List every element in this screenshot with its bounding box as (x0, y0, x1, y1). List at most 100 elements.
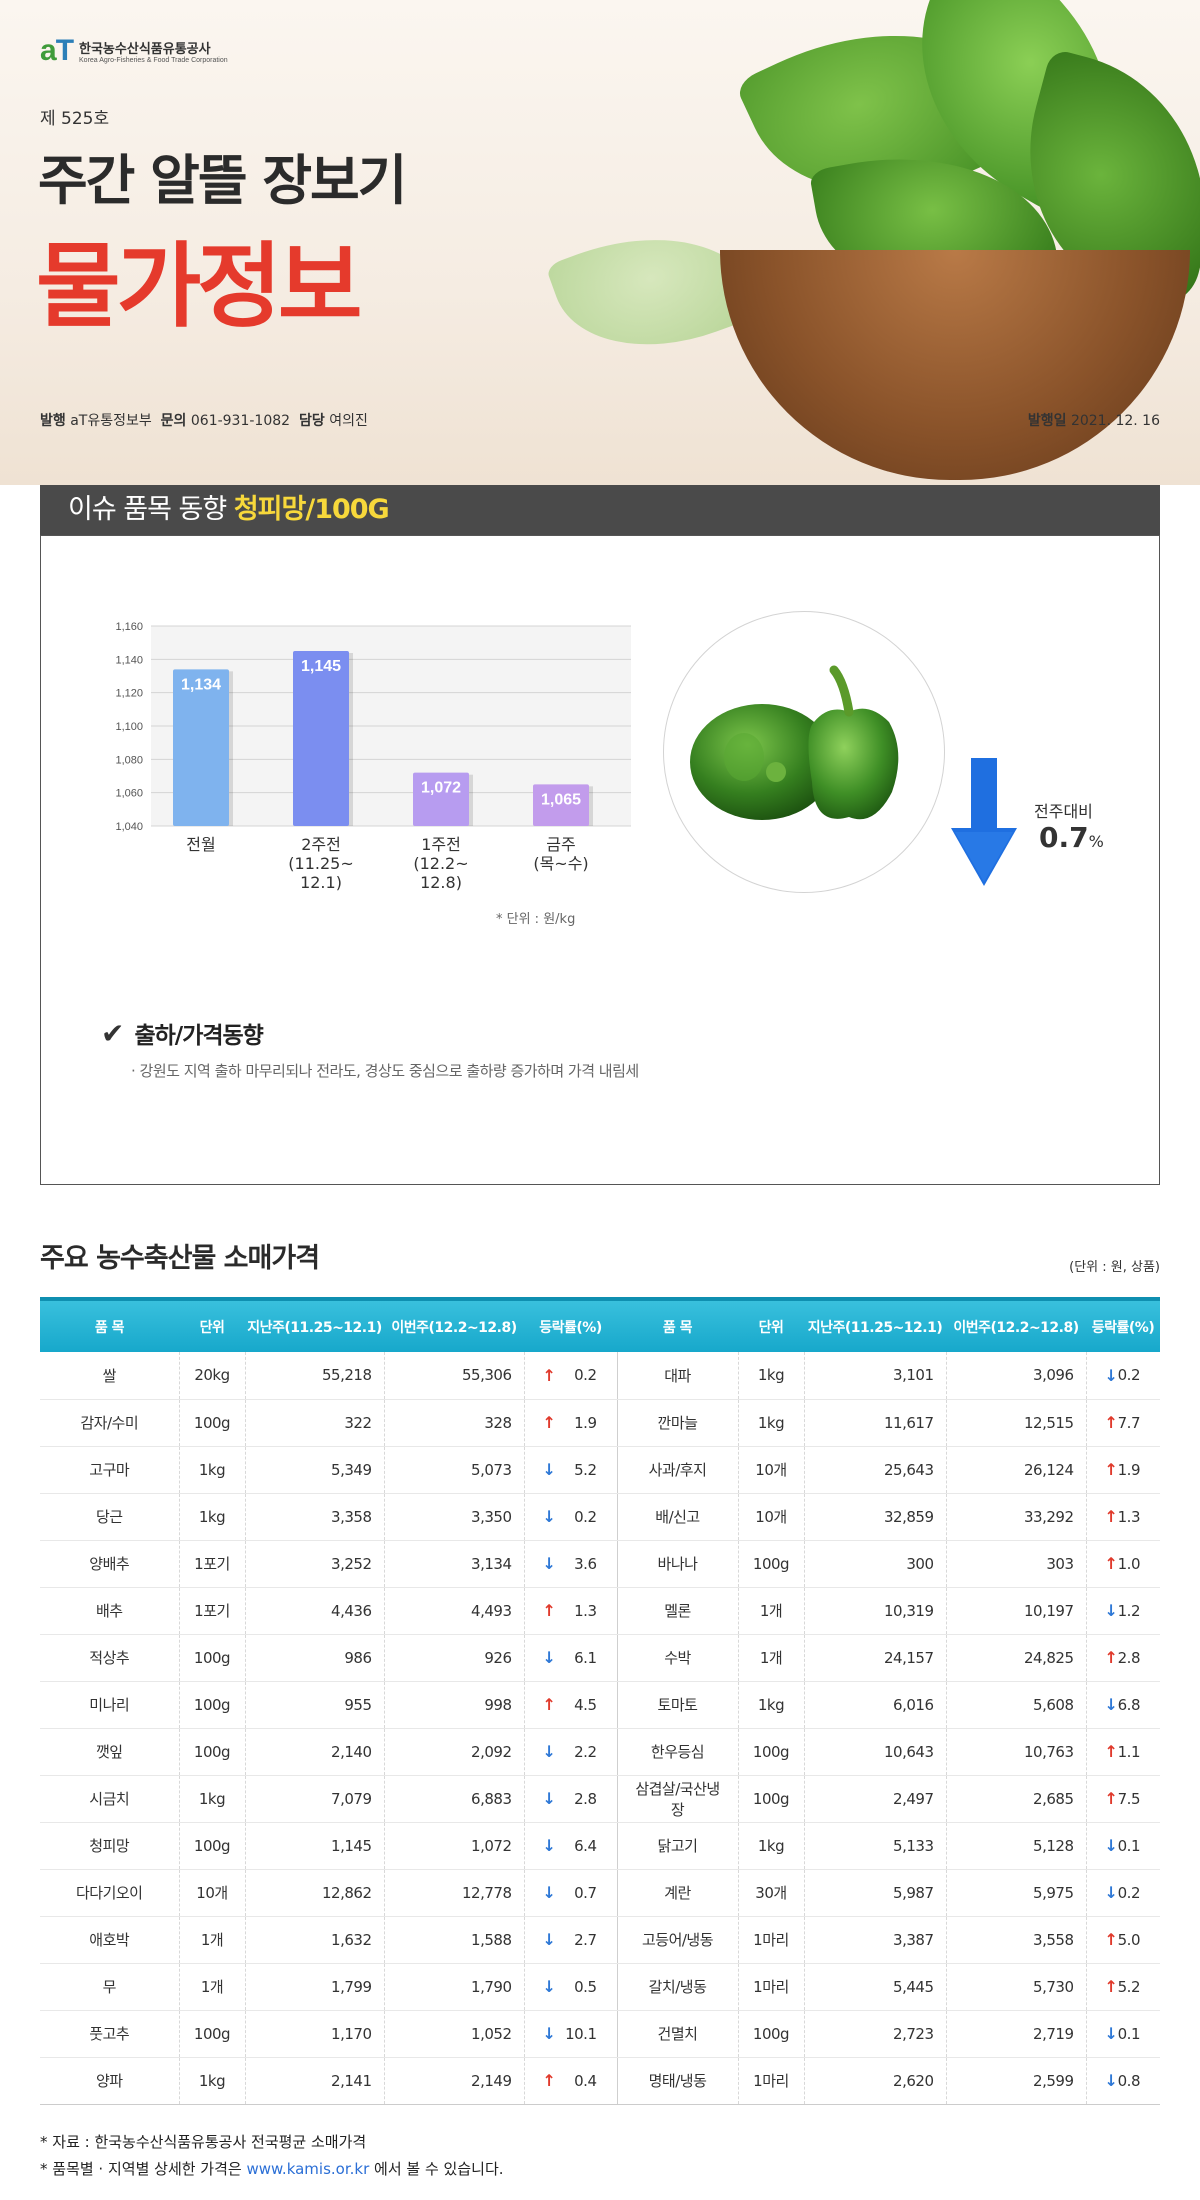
arrow-up-icon: ↑ (1104, 1977, 1118, 1996)
rate-value: 0.7 (574, 1883, 597, 1902)
chart-y-tick: 1,100 (115, 721, 143, 733)
week-change-unit: % (1088, 832, 1104, 851)
chart-y-tick: 1,060 (115, 788, 143, 800)
arrow-up-icon: ↑ (542, 2071, 556, 2090)
prev-week-price: 4,436 (245, 1587, 385, 1635)
table-row: 당근 1kg 3,358 3,350 ↓ 0.2 배/신고 10개 32,859 33,292 ↑ 1… (40, 1493, 1160, 1541)
rate-cell: ↑ 1.3 (1086, 1493, 1160, 1541)
logo-english-name: Korea Agro-Fisheries & Food Trade Corpor… (79, 57, 228, 64)
rate-cell: ↓ 0.1 (1086, 1822, 1160, 1870)
arrow-up-icon: ↑ (1104, 1742, 1118, 1761)
item-name: 무 (40, 1963, 180, 2011)
prev-week-price: 300 (804, 1540, 947, 1588)
item-unit: 10개 (738, 1493, 805, 1541)
table-row: 양파 1kg 2,141 2,149 ↑ 0.4 명태/냉동 1마리 2,620 2,599 ↓ 0.… (40, 2057, 1160, 2105)
this-week-price: 1,052 (384, 2010, 525, 2058)
this-week-price: 3,096 (946, 1352, 1087, 1400)
this-week-price: 6,883 (384, 1775, 525, 1823)
item-name: 대파 (617, 1352, 739, 1400)
item-name: 고등어/냉동 (617, 1916, 739, 1964)
chart-x-tick: (12.2~ (413, 854, 468, 873)
this-week-price: 5,975 (946, 1869, 1087, 1917)
logo-mark: aT (40, 34, 74, 67)
this-week-price: 33,292 (946, 1493, 1087, 1541)
check-icon: ✔ (101, 1016, 125, 1050)
rate-value: 6.8 (1117, 1695, 1141, 1714)
arrow-down-icon: ↓ (542, 1883, 556, 1902)
item-name: 시금치 (40, 1775, 180, 1823)
arrow-up-icon: ↑ (542, 1365, 556, 1385)
week-change-label: 전주대비 (1034, 802, 1093, 821)
header-banner: aT 한국농수산식품유통공사 Korea Agro-Fisheries & Fo… (0, 0, 1200, 485)
arrow-up-icon: ↑ (1104, 1460, 1118, 1479)
item-name: 한우등심 (617, 1728, 739, 1776)
rate-value: 7.5 (1117, 1789, 1141, 1808)
chart-data-label: 1,134 (181, 676, 221, 693)
item-name: 닭고기 (617, 1822, 739, 1870)
green-pepper-image (663, 611, 945, 893)
this-week-price: 1,072 (384, 1822, 525, 1870)
table-row: 쌀 20kg 55,218 55,306 ↑ 0.2 대파 1kg 3,101 3,096 ↓ 0.2 (40, 1352, 1160, 1400)
rate-value: 1.3 (574, 1601, 597, 1620)
this-week-price: 5,608 (946, 1681, 1087, 1729)
prev-week-price: 7,079 (245, 1775, 385, 1823)
rate-value: 3.6 (574, 1554, 597, 1573)
rate-cell: ↓ 6.4 (524, 1822, 618, 1870)
prev-week-price: 3,252 (245, 1540, 385, 1588)
rate-value: 0.1 (1117, 2024, 1141, 2043)
rate-value: 5.2 (574, 1460, 597, 1479)
item-name: 배/신고 (617, 1493, 739, 1541)
publish-date-value: 2021. 12. 16 (1070, 413, 1160, 429)
manager-label: 담당 (298, 413, 325, 429)
item-name: 배추 (40, 1587, 180, 1635)
page-title: 주간 알뜰 장보기 (38, 149, 407, 212)
source-footnote: * 자료 : 한국농수산식품유통공사 전국평균 소매가격 (40, 2133, 367, 2151)
chart-x-tick: 1주전 (421, 835, 461, 854)
price-bar-chart: 1,040 1,060 1,080 1,100 1,120 1,140 1,160 1,134… (115, 621, 631, 892)
item-name: 감자/수미 (40, 1399, 180, 1447)
prev-week-price: 5,349 (245, 1446, 385, 1494)
rate-cell: ↓ 0.8 (1086, 2057, 1160, 2105)
arrow-up-icon: ↑ (1104, 1413, 1118, 1432)
column-header: 품 목 (617, 1297, 738, 1352)
rate-cell: ↓ 0.1 (1086, 2010, 1160, 2058)
rate-cell: ↑ 7.5 (1086, 1775, 1160, 1823)
prev-week-price: 1,799 (245, 1963, 385, 2011)
prev-week-price: 5,987 (804, 1869, 947, 1917)
table-row: 애호박 1개 1,632 1,588 ↓ 2.7 고등어/냉동 1마리 3,387 3,558 ↑ 5… (40, 1916, 1160, 1964)
kamis-link[interactable]: www.kamis.or.kr (246, 2160, 370, 2178)
item-name: 풋고추 (40, 2010, 180, 2058)
chart-bar (293, 651, 349, 826)
arrow-down-icon: ↓ (542, 1742, 556, 1761)
rate-value: 0.2 (574, 1366, 597, 1385)
rate-value: 0.2 (1117, 1366, 1141, 1385)
item-name: 깐마늘 (617, 1399, 739, 1447)
column-header: 이번주(12.2~12.8) (384, 1297, 524, 1352)
rate-cell: ↑ 7.7 (1086, 1399, 1160, 1447)
item-unit: 20kg (179, 1352, 246, 1400)
week-change-value: 0.7% (1039, 821, 1104, 854)
at-logo: aT 한국농수산식품유통공사 Korea Agro-Fisheries & Fo… (40, 34, 228, 68)
chart-x-tick: 2주전 (301, 835, 341, 854)
arrow-up-icon: ↑ (542, 1601, 556, 1620)
item-name: 토마토 (617, 1681, 739, 1729)
logo-korean-name: 한국농수산식품유통공사 (79, 42, 211, 57)
price-section-title: 주요 농수축산물 소매가격 (40, 1243, 320, 1274)
rate-value: 2.8 (574, 1789, 597, 1808)
prev-week-price: 2,620 (804, 2057, 947, 2105)
chart-y-tick: 1,140 (115, 654, 143, 666)
table-row: 적상추 100g 986 926 ↓ 6.1 수박 1개 24,157 24,825 ↑ 2.8 (40, 1634, 1160, 1682)
rate-cell: ↓ 3.6 (524, 1540, 618, 1588)
item-unit: 100g (179, 1822, 246, 1870)
rate-cell: ↑ 0.2 (524, 1352, 618, 1400)
item-unit: 1포기 (179, 1587, 246, 1635)
arrow-down-icon: ↓ (542, 1460, 556, 1479)
rate-value: 0.4 (574, 2071, 597, 2090)
chart-y-tick: 1,040 (115, 821, 143, 833)
table-row: 무 1개 1,799 1,790 ↓ 0.5 갈치/냉동 1마리 5,445 5,730 ↑ 5.2 (40, 1963, 1160, 2011)
table-row: 청피망 100g 1,145 1,072 ↓ 6.4 닭고기 1kg 5,133 5,128 ↓ 0.… (40, 1822, 1160, 1870)
this-week-price: 12,515 (946, 1399, 1087, 1447)
arrow-up-icon: ↑ (1104, 1554, 1118, 1573)
column-header: 등락률(%) (524, 1297, 617, 1352)
this-week-price: 10,763 (946, 1728, 1087, 1776)
